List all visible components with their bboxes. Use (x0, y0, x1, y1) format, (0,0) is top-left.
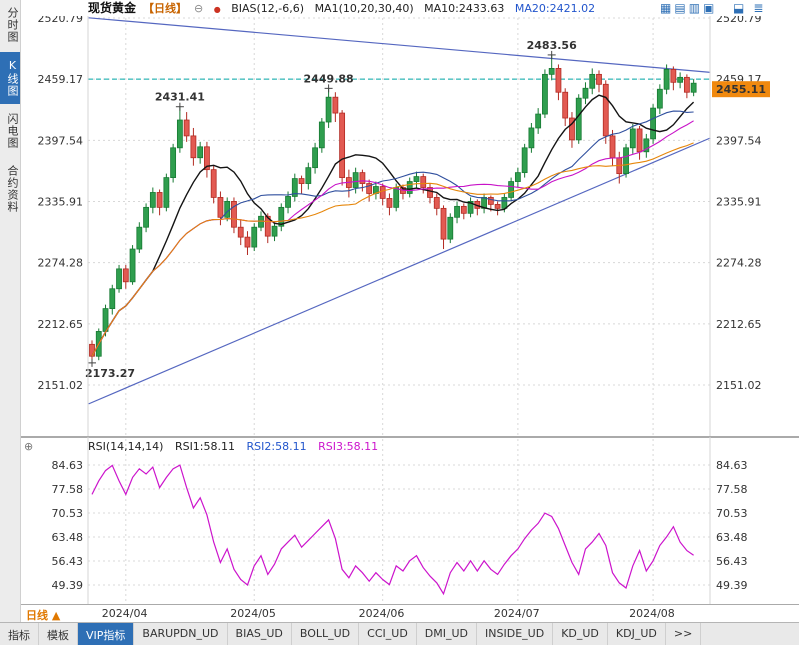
svg-text:2431.41: 2431.41 (155, 91, 205, 104)
svg-text:2335.91: 2335.91 (716, 195, 762, 208)
legend-dot-icon: ● (213, 5, 221, 14)
svg-text:2455.11: 2455.11 (716, 83, 766, 96)
ma20-value: MA20:2421.02 (514, 2, 596, 15)
indicator-tab[interactable]: BARUPDN_UD (134, 623, 228, 645)
svg-text:2520.79: 2520.79 (716, 16, 762, 25)
indicator-toolbar: 指标 模板 VIP指标 BARUPDN_UD BIAS_UD BOLL_UD CCI_UD D… (0, 622, 799, 645)
svg-text:84.63: 84.63 (716, 459, 748, 472)
grid-layout-2-icon[interactable]: ▤ (674, 1, 686, 15)
svg-text:70.53: 70.53 (52, 507, 84, 520)
rsi1-value: RSI1:58.11 (174, 440, 236, 453)
indicator-tab[interactable]: KDJ_UD (608, 623, 666, 645)
collapse-icon[interactable]: ⊖ (194, 2, 204, 15)
svg-text:77.58: 77.58 (716, 483, 748, 496)
svg-text:84.63: 84.63 (52, 459, 84, 472)
sidebar-tab-contract-info[interactable]: 合约资料 (6, 165, 19, 213)
window-layout-icons: ▦ ▤ ▥ ▣ (660, 1, 714, 15)
svg-text:77.58: 77.58 (52, 483, 84, 496)
indicator-tab[interactable]: BIAS_UD (228, 623, 292, 645)
rsi-name: RSI(14,14,14) (88, 440, 164, 453)
svg-text:49.39: 49.39 (716, 579, 748, 592)
grid-layout-1-icon[interactable]: ▦ (660, 1, 672, 15)
bias-legend: BIAS(12,-6,6) (231, 2, 305, 15)
svg-text:63.48: 63.48 (52, 531, 84, 544)
svg-text:2151.02: 2151.02 (38, 379, 84, 392)
indicator-tab[interactable]: >> (666, 623, 702, 645)
symbol-name: 现货黄金 (88, 1, 137, 15)
x-axis-row: 日线 ▲ 2024/04 2024/05 2024/06 2024/07 2024/08 (0, 605, 799, 622)
chart-legend-bar: 现货黄金 【日线】 ⊖ ● BIAS(12,-6,6) MA1(10,20,30,4… (88, 1, 602, 16)
svg-text:63.48: 63.48 (716, 531, 748, 544)
grid-layout-3-icon[interactable]: ▥ (688, 1, 701, 15)
period-selector[interactable]: 日线 ▲ (26, 609, 61, 622)
sidebar-tab-kline[interactable]: K线图 (0, 52, 20, 104)
rsi2-value: RSI2:58.11 (246, 440, 307, 453)
svg-text:2173.27: 2173.27 (85, 367, 135, 380)
x-axis-label: 2024/06 (358, 607, 405, 620)
indicator-tab[interactable]: 指标 (0, 623, 39, 645)
svg-text:2459.17: 2459.17 (38, 73, 84, 86)
svg-text:2397.54: 2397.54 (38, 134, 84, 147)
indicator-settings-icon[interactable]: ⊕ (24, 440, 34, 453)
indicator-tab[interactable]: BOLL_UD (292, 623, 360, 645)
rsi3-value: RSI3:58.11 (318, 440, 379, 453)
indicator-tab[interactable]: VIP指标 (78, 623, 135, 645)
x-axis-label: 2024/08 (629, 607, 675, 620)
x-axis-label: 2024/04 (101, 607, 148, 620)
svg-text:49.39: 49.39 (52, 579, 84, 592)
indicator-tab[interactable]: INSIDE_UD (477, 623, 554, 645)
indicator-tab[interactable]: KD_UD (553, 623, 608, 645)
svg-text:2397.54: 2397.54 (716, 134, 762, 147)
period-tag: 【日线】 (143, 2, 188, 15)
grid-layout-4-icon[interactable]: ▣ (703, 1, 715, 15)
chevron-up-icon: ▲ (51, 609, 61, 622)
svg-text:2274.28: 2274.28 (38, 257, 84, 270)
indicator-tab[interactable]: 模板 (39, 623, 78, 645)
left-panel-tabs: 分时图 K线图 闪电图 合约资料 (0, 0, 21, 622)
rsi-indicator-chart[interactable]: 84.63 84.63 77.58 77.58 70.53 70.53 63.48 63.48… (0, 437, 799, 605)
sidebar-tab-timeshare[interactable]: 分时图 (6, 7, 19, 43)
svg-text:2274.28: 2274.28 (716, 257, 762, 270)
svg-text:56.43: 56.43 (52, 555, 84, 568)
sidebar-tab-lightning[interactable]: 闪电图 (6, 113, 19, 149)
x-axis-label: 2024/05 (230, 607, 276, 620)
svg-text:2212.65: 2212.65 (38, 318, 84, 331)
ma10-value: MA10:2433.63 (424, 2, 505, 15)
svg-text:2335.91: 2335.91 (38, 195, 84, 208)
corner-icons: ⬓ ≣ (733, 1, 763, 15)
svg-text:2449.88: 2449.88 (304, 72, 354, 85)
menu-icon[interactable]: ≣ (753, 1, 764, 15)
svg-text:2483.56: 2483.56 (527, 39, 577, 52)
ma-group-legend: MA1(10,20,30,40) (314, 2, 414, 15)
svg-text:70.53: 70.53 (716, 507, 748, 520)
svg-text:2520.79: 2520.79 (38, 16, 84, 25)
svg-text:2212.65: 2212.65 (716, 318, 762, 331)
panel-toggle-icon[interactable]: ⬓ (733, 1, 745, 15)
x-axis-label: 2024/07 (493, 607, 540, 620)
svg-text:2151.02: 2151.02 (716, 379, 762, 392)
indicator-tab[interactable]: DMI_UD (417, 623, 478, 645)
indicator-tab[interactable]: CCI_UD (359, 623, 417, 645)
svg-text:56.43: 56.43 (716, 555, 748, 568)
rsi-legend-bar: RSI(14,14,14) RSI1:58.11 RSI2:58.11 RSI3… (88, 440, 386, 453)
